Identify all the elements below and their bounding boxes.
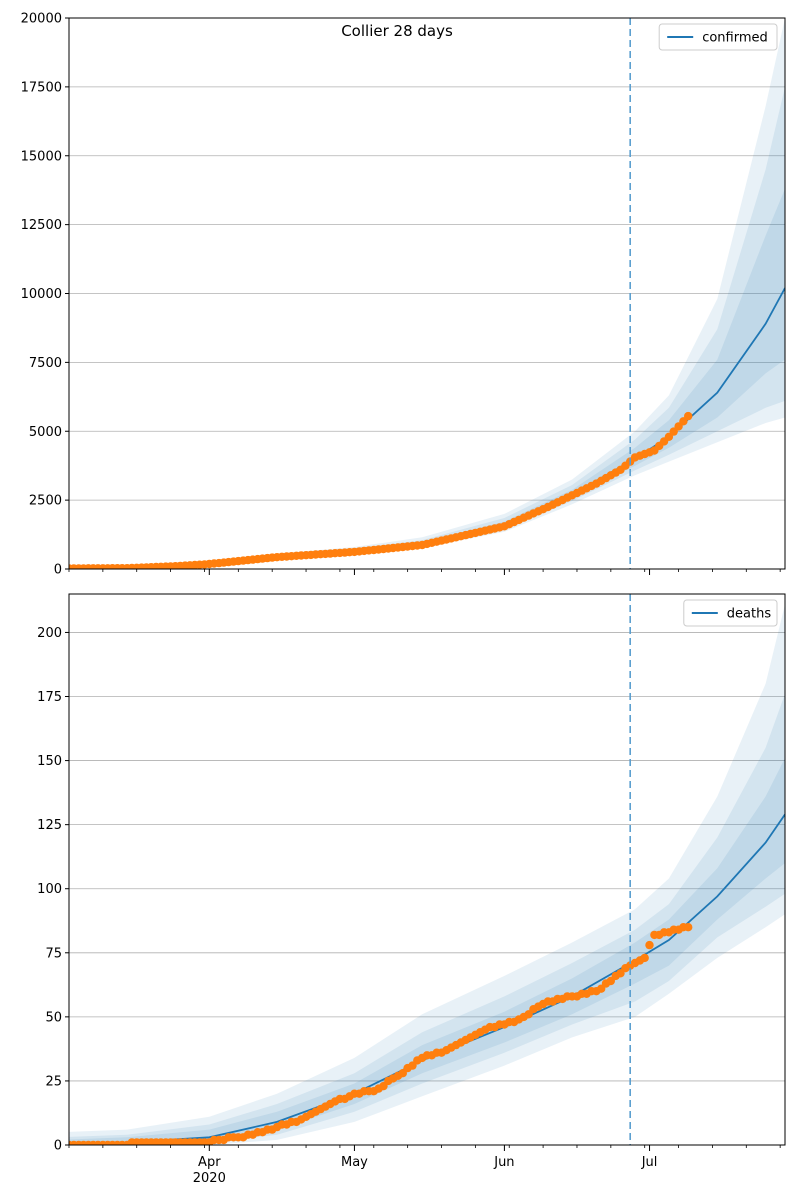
legend-box — [658, 23, 778, 51]
deaths-axes-frame — [68, 593, 786, 1146]
confirmed-plot-area — [69, 18, 785, 569]
confirmed-panel: 0 2500 5000 7500 10000 12500 15000 17500 20000 co… — [21, 12, 786, 578]
y-tick-label: 0 — [54, 563, 62, 578]
y-tick-label: 12500 — [21, 218, 62, 233]
deaths-uncertainty-band-3 — [69, 758, 785, 1145]
y-tick-label: 7500 — [29, 356, 62, 371]
y-tick-label: 50 — [45, 1010, 62, 1025]
x-tick-label: May — [341, 1155, 368, 1170]
deaths-uncertainty-band-1 — [69, 604, 785, 1145]
deaths-observed-point — [645, 940, 654, 950]
y-tick-label: 125 — [37, 818, 62, 833]
y-tick-label: 175 — [37, 690, 62, 705]
deaths-plot-area — [69, 604, 785, 1145]
y-tick-label: 15000 — [21, 149, 62, 164]
legend-label: confirmed — [702, 31, 768, 46]
y-tick-label: 25 — [45, 1074, 62, 1089]
deaths-observed-point — [684, 923, 693, 932]
x-tick-label: Apr — [198, 1155, 221, 1170]
y-tick-label: 2500 — [29, 494, 62, 509]
y-tick-label: 20000 — [21, 12, 62, 27]
confirmed-uncertainty-band-2 — [69, 86, 785, 569]
x-tick-sublabel: 2020 — [193, 1171, 226, 1186]
figure-title: Collier 28 days — [341, 22, 453, 40]
y-tick-label: 100 — [37, 882, 62, 897]
legend-box — [683, 599, 778, 627]
deaths-observed-point — [640, 953, 649, 963]
deaths-legend: deaths — [683, 599, 778, 627]
y-tick-label: 10000 — [21, 287, 62, 302]
y-tick-label: 75 — [45, 946, 62, 961]
x-tick-label: Jun — [493, 1155, 514, 1170]
legend-label: deaths — [727, 607, 772, 622]
y-tick-label: 150 — [37, 754, 62, 769]
y-tick-label: 0 — [54, 1139, 62, 1154]
confirmed-legend: confirmed — [658, 23, 778, 51]
confirmed-observed-point — [684, 411, 693, 421]
y-tick-label: 5000 — [29, 425, 62, 440]
y-tick-label: 200 — [37, 626, 62, 641]
x-tick-label: Jul — [641, 1155, 658, 1170]
confirmed-uncertainty-band-3 — [69, 188, 785, 569]
y-tick-label: 17500 — [21, 80, 62, 95]
